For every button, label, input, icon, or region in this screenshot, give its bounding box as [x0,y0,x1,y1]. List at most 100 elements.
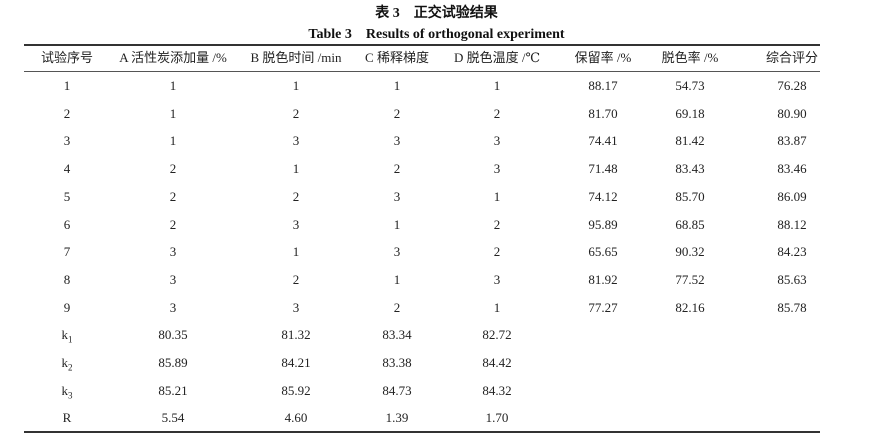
table-cell: 81.70 [588,105,618,121]
table-cell: 85.70 [675,188,705,204]
table-caption-chinese: 表 3 正交试验结果 [375,6,498,21]
summary-label-subscript: 2 [68,362,73,373]
table-cell: 82.16 [675,299,705,315]
table-cell: 3 [63,133,71,149]
table-cell: 1 [292,161,300,177]
summary-label: k2 [2,353,132,378]
table-row: 2 1 2 2 2 81.70 69.18 80.90 [0,104,873,124]
table-cell: 2 [169,161,177,177]
table-cell: 2 [393,105,401,121]
table-cell: 76.28 [777,78,807,93]
table-cell: 2 [292,271,300,287]
summary-cell: 84.42 [482,355,512,370]
header-cell: 保留率 /% [574,50,632,65]
table-cell: 2 [493,244,501,260]
table-cell: 1 [63,78,71,93]
summary-label-text: k [61,382,69,398]
table-row: 3 1 3 3 3 74.41 81.42 83.87 [0,131,873,151]
table-cell: 74.41 [588,133,618,149]
table-cell: 3 [169,299,177,315]
table-cell: 1 [393,216,401,232]
table-cell: 1 [169,105,177,121]
table-cell: 88.12 [777,216,807,232]
table-cell: 83.43 [675,161,705,177]
table-cell: 77.27 [588,299,618,315]
table-cell: 84.23 [777,244,807,260]
table-row: 4 2 1 2 3 71.48 83.43 83.46 [0,159,873,179]
summary-label-text: k [61,355,69,370]
table-cell: 2 [493,216,501,232]
summary-cell: 1.39 [385,410,409,426]
table-cell: 6 [63,216,71,232]
summary-cell: 82.72 [482,327,512,343]
table-cell: 1 [292,78,300,93]
table-cell: 81.42 [675,133,705,149]
summary-cell: 83.38 [382,355,412,370]
table-cell: 77.52 [675,271,705,287]
table-cell: 3 [292,299,300,315]
summary-row: R 5.54 4.60 1.39 1.70 [0,408,873,428]
table-cell: 2 [393,161,401,177]
table-row: 8 3 2 1 3 81.92 77.52 85.63 [0,270,873,290]
table-cell: 9 [63,299,71,315]
table-cell: 2 [393,299,401,315]
table-cell: 74.12 [588,188,618,204]
summary-label: R [2,408,132,433]
table-cell: 65.65 [588,244,618,260]
summary-cell: 84.21 [281,355,311,370]
table-cell: 1 [493,188,501,204]
table-cell: 85.63 [777,271,807,287]
summary-cell: 81.32 [281,327,311,343]
summary-cell: 83.34 [382,327,412,343]
header-rule [24,71,820,72]
header-cell: 综合评分 [765,50,818,65]
table-cell: 3 [393,188,401,204]
bottom-rule [24,431,820,433]
header-cell: 脱色率 /% [661,50,719,65]
summary-label-subscript: 1 [68,334,73,345]
table-cell: 3 [169,271,177,287]
table-cell: 83.46 [777,161,807,177]
header-cell: D 脱色温度 /℃ [453,50,541,65]
header-row: 试验序号 A 活性炭添加量 /% B 脱色时间 /min C 稀释梯度 D 脱色… [0,48,873,68]
summary-label-subscript: 3 [68,390,73,401]
summary-cell: 85.89 [158,355,188,370]
table-cell: 3 [493,271,501,287]
table-cell: 71.48 [588,161,618,177]
table-cell: 1 [169,78,177,93]
table-cell: 4 [63,161,71,177]
table-row: 6 2 3 1 2 95.89 68.85 88.12 [0,215,873,235]
summary-row: k2 85.89 84.21 83.38 84.42 [0,353,873,373]
table-cell: 85.78 [777,299,807,315]
summary-label-text: k [61,327,69,343]
table-cell: 1 [493,78,501,93]
top-rule [24,44,820,46]
table-cell: 83.87 [777,133,807,149]
table-cell: 81.92 [588,271,618,287]
table-cell: 54.73 [675,78,705,93]
table-cell: 2 [292,188,300,204]
summary-cell: 85.92 [281,382,311,398]
table-cell: 3 [393,244,401,260]
table-row: 9 3 3 2 1 77.27 82.16 85.78 [0,298,873,318]
table-cell: 3 [169,244,177,260]
table-cell: 1 [393,78,401,93]
table-cell: 86.09 [777,188,807,204]
summary-row: k3 85.21 85.92 84.73 84.32 [0,381,873,401]
table-cell: 1 [393,271,401,287]
summary-cell: 84.32 [482,382,512,398]
summary-label: k3 [2,381,132,406]
table-cell: 88.17 [588,78,618,93]
table-cell: 1 [493,299,501,315]
table-cell: 3 [493,161,501,177]
summary-cell: 84.73 [382,382,412,398]
table-cell: 80.90 [777,105,807,121]
header-cell: A 活性炭添加量 /% [119,50,227,65]
summary-label: k1 [2,325,132,350]
header-cell: B 脱色时间 /min [250,50,342,65]
table-cell: 2 [169,188,177,204]
table-cell: 3 [493,133,501,149]
summary-cell: 4.60 [284,410,308,426]
header-cell: 试验序号 [40,50,93,65]
summary-cell: 85.21 [158,382,188,398]
